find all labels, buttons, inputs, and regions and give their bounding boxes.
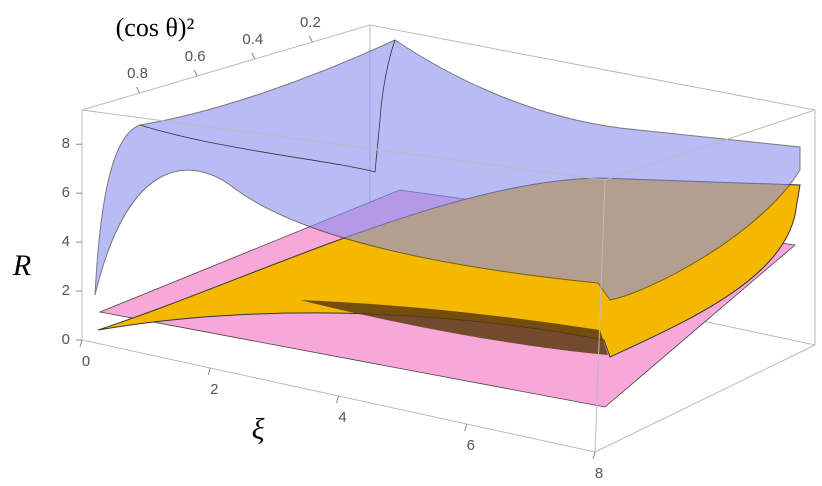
x-tick-label: 2	[210, 381, 218, 398]
x-tick-label: 4	[338, 409, 346, 426]
x-tick	[79, 339, 83, 348]
box-edge	[81, 109, 606, 181]
x-tick	[592, 451, 596, 460]
y-tick-label: 0.4	[242, 31, 263, 48]
surface	[94, 39, 801, 301]
z-tick-label: 4	[62, 233, 70, 250]
y-tick	[251, 52, 256, 60]
x-axis-label: ξ	[252, 413, 265, 446]
x-tick	[464, 423, 468, 432]
y-tick	[308, 35, 313, 43]
box-edge	[81, 24, 816, 345]
y-tick-label: 0.8	[127, 65, 148, 82]
shadow	[300, 300, 608, 355]
y-tick	[136, 86, 141, 94]
y-axis-label: (cos θ)²	[116, 13, 195, 42]
x-tick	[207, 367, 211, 376]
z-tick-label: 6	[62, 184, 70, 201]
y-tick-label: 0.6	[185, 48, 206, 65]
x-tick-label: 6	[467, 437, 475, 454]
y-tick-label: 0.2	[300, 14, 321, 31]
x-tick-label: 8	[595, 465, 603, 482]
x-tick-label: 0	[82, 353, 90, 370]
x-tick	[336, 395, 339, 404]
z-tick-label: 2	[62, 282, 70, 299]
box-edge	[594, 344, 816, 453]
z-axis-label: R	[12, 249, 31, 282]
z-tick-label: 8	[62, 135, 70, 152]
y-tick	[193, 69, 198, 77]
surface-edge	[139, 39, 396, 173]
z-tick-label: 0	[62, 331, 70, 348]
